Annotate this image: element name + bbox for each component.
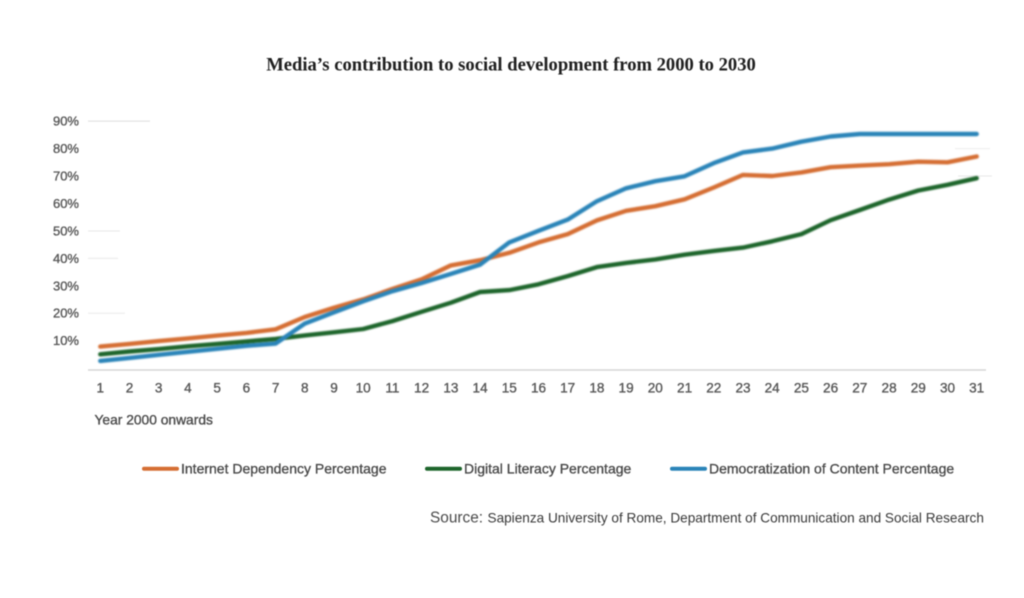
svg-text:4: 4 (184, 381, 192, 396)
svg-text:22: 22 (706, 381, 721, 396)
svg-text:90%: 90% (53, 114, 79, 129)
svg-text:7: 7 (272, 381, 280, 396)
svg-text:Democratization of Content Per: Democratization of Content Percentage (709, 460, 954, 476)
svg-text:24: 24 (765, 381, 781, 396)
svg-text:6: 6 (243, 381, 251, 396)
svg-text:Media’s contribution to social: Media’s contribution to social developme… (266, 55, 756, 76)
svg-text:Year 2000 onwards: Year 2000 onwards (95, 413, 213, 428)
svg-text:27: 27 (852, 381, 867, 396)
svg-text:29: 29 (911, 381, 926, 396)
svg-text:60%: 60% (53, 196, 79, 211)
svg-text:10%: 10% (53, 333, 79, 348)
svg-text:25: 25 (794, 381, 809, 396)
svg-text:9: 9 (330, 381, 338, 396)
svg-text:8: 8 (301, 381, 309, 396)
svg-text:19: 19 (619, 381, 634, 396)
svg-text:Internet Dependency Percentage: Internet Dependency Percentage (181, 460, 387, 476)
svg-text:16: 16 (531, 381, 546, 396)
svg-text:Digital Literacy Percentage: Digital Literacy Percentage (464, 460, 632, 476)
svg-text:26: 26 (823, 381, 838, 396)
svg-text:Source:: Source: (430, 510, 483, 527)
svg-text:15: 15 (502, 381, 517, 396)
svg-text:3: 3 (155, 381, 163, 396)
svg-text:14: 14 (473, 381, 489, 396)
svg-text:5: 5 (213, 381, 221, 396)
svg-text:23: 23 (735, 381, 750, 396)
svg-text:10: 10 (356, 381, 372, 396)
svg-text:20%: 20% (53, 306, 79, 321)
svg-text:30: 30 (940, 381, 956, 396)
svg-text:2: 2 (126, 381, 134, 396)
svg-text:21: 21 (677, 381, 692, 396)
svg-text:20: 20 (648, 381, 664, 396)
svg-text:70%: 70% (53, 169, 79, 184)
svg-text:30%: 30% (53, 278, 79, 293)
svg-text:80%: 80% (53, 141, 79, 156)
svg-text:31: 31 (969, 381, 984, 396)
svg-text:Sapienza University of Rome, D: Sapienza University of Rome, Department … (488, 511, 984, 526)
svg-text:11: 11 (385, 381, 399, 396)
svg-text:12: 12 (414, 381, 429, 396)
svg-text:28: 28 (882, 381, 897, 396)
svg-text:13: 13 (443, 381, 458, 396)
svg-text:17: 17 (560, 381, 575, 396)
svg-text:40%: 40% (53, 251, 79, 266)
svg-text:18: 18 (589, 381, 604, 396)
svg-text:50%: 50% (53, 223, 79, 238)
svg-text:1: 1 (97, 381, 105, 396)
